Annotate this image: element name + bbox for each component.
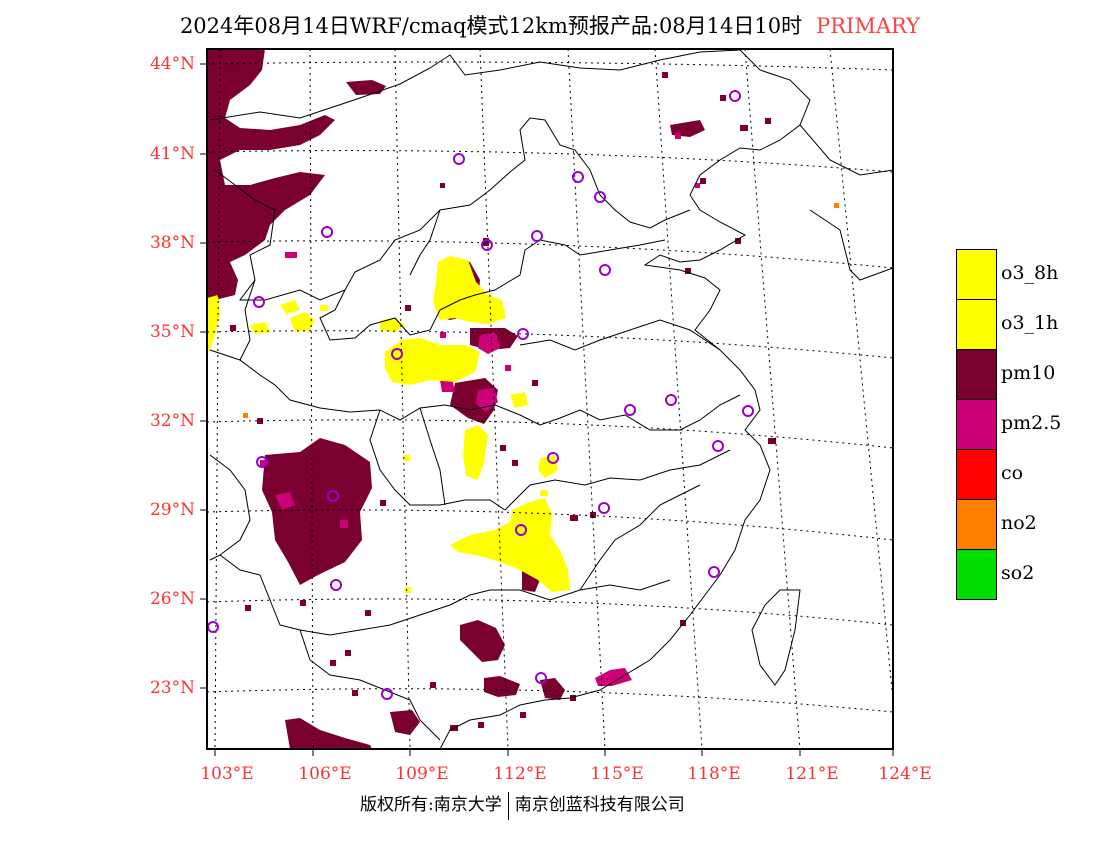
lon-label-115: 115°E (590, 764, 644, 784)
legend-swatch (956, 449, 997, 500)
legend: o3_8h o3_1h pm10 pm2.5 co no2 so2 (956, 249, 1100, 600)
copyright-right: 南京创蓝科技有限公司 (514, 795, 685, 815)
lat-label-35: 35°N (149, 322, 195, 342)
legend-label: no2 (1001, 512, 1037, 534)
footer-divider (507, 791, 509, 820)
lat-label-38: 38°N (149, 233, 195, 253)
lat-label-26: 26°N (149, 589, 195, 609)
lon-label-109: 109°E (395, 764, 449, 784)
legend-label: pm2.5 (1001, 412, 1062, 434)
tick-marks (200, 63, 894, 756)
legend-swatch (956, 349, 997, 400)
primary-tag: PRIMARY (816, 14, 921, 38)
lat-label-29: 29°N (149, 500, 195, 520)
lat-label-44: 44°N (149, 54, 195, 74)
no2-spots (243, 203, 839, 418)
lon-label-106: 106°E (298, 764, 352, 784)
lat-label-23: 23°N (149, 678, 195, 698)
lat-label-41: 41°N (149, 144, 195, 164)
legend-label: co (1001, 462, 1024, 484)
legend-item-o3-1h: o3_1h (956, 299, 1100, 350)
copyright-left: 版权所有:南京大学 (360, 795, 502, 815)
legend-swatch (956, 399, 997, 450)
copyright-footer: 版权所有:南京大学 南京创蓝科技有限公司 (360, 790, 685, 820)
boundaries (209, 49, 893, 749)
legend-swatch (956, 549, 997, 600)
legend-label: o3_8h (1001, 262, 1059, 284)
graticule (207, 49, 893, 749)
pm10-regions (207, 49, 776, 749)
lon-label-112: 112°E (493, 764, 547, 784)
lon-label-124: 124°E (878, 764, 932, 784)
map-title-main: 2024年08月14日WRF/cmaq模式12km预报产品:08月14日10时 (179, 14, 803, 38)
lon-label-121: 121°E (785, 764, 839, 784)
lon-label-103: 103°E (200, 764, 254, 784)
legend-item-no2: no2 (956, 499, 1100, 550)
lon-label-118: 118°E (687, 764, 741, 784)
legend-label: so2 (1001, 562, 1035, 584)
legend-item-co: co (956, 449, 1100, 500)
o3-regions (207, 256, 570, 593)
station-markers (207, 90, 754, 700)
legend-swatch (956, 249, 997, 300)
legend-label: pm10 (1001, 362, 1056, 384)
legend-item-so2: so2 (956, 549, 1100, 600)
plot-frame (206, 48, 894, 750)
legend-swatch (956, 299, 997, 350)
legend-item-o3-8h: o3_8h (956, 249, 1100, 300)
legend-swatch (956, 499, 997, 550)
legend-item-pm25: pm2.5 (956, 399, 1100, 450)
legend-item-pm10: pm10 (956, 349, 1100, 400)
map-title: 2024年08月14日WRF/cmaq模式12km预报产品:08月14日10时 P… (0, 10, 1100, 40)
lat-label-32: 32°N (149, 411, 195, 431)
legend-label: o3_1h (1001, 312, 1059, 334)
